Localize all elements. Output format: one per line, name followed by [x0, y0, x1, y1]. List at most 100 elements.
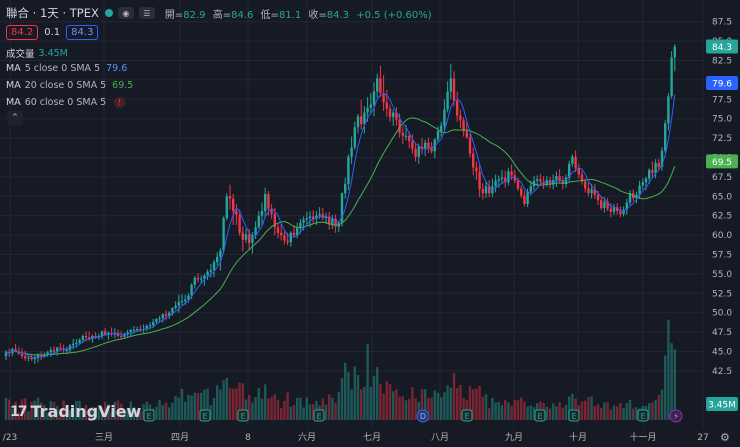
candle-body [84, 335, 88, 338]
volume-bar [587, 397, 590, 420]
flash-badge [669, 409, 683, 423]
volume-bar [449, 387, 452, 420]
volume-legend[interactable]: 成交量 3.45M [6, 47, 68, 61]
candle-body [104, 331, 107, 335]
candle-body [644, 178, 648, 183]
volume-bar [462, 398, 465, 420]
event-badge [416, 409, 430, 423]
ma60-legend[interactable]: MA 60 close 0 SMA 5 ! [6, 97, 126, 108]
price-label-bg [706, 39, 738, 54]
event-letter: E [640, 412, 645, 421]
ask-button[interactable]: 84.3 [66, 25, 99, 40]
volume-bar [8, 399, 11, 420]
candle-body [478, 171, 481, 190]
ma20-legend[interactable]: MA 20 close 0 SMA 5 69.5 [6, 80, 134, 91]
volume-bar [219, 389, 222, 420]
warning-icon[interactable]: ! [114, 97, 126, 108]
volume-bar [555, 406, 558, 420]
candle-body [4, 352, 8, 357]
volume-bar [296, 397, 299, 420]
volume-bar [558, 402, 561, 420]
candle-body [171, 308, 174, 313]
volume-bar [91, 406, 94, 420]
candle-body [660, 150, 664, 167]
candle-body [132, 329, 136, 331]
volume-bar [260, 398, 264, 420]
candle-body [648, 169, 651, 179]
candle-body [420, 146, 424, 149]
volume-bar [414, 398, 417, 420]
ma5-line [5, 93, 676, 359]
candle-body [248, 234, 251, 243]
gear-icon[interactable]: ⚙ [720, 431, 730, 444]
volume-bar [129, 401, 132, 420]
volume-bar [398, 396, 401, 420]
menu-icon[interactable]: ☰ [138, 7, 155, 19]
candle-body [507, 171, 510, 183]
volume-bar [180, 388, 184, 420]
event-badge [568, 409, 580, 422]
candle-body [372, 91, 376, 105]
volume-bar [568, 396, 571, 420]
x-tick-label: 27 [697, 433, 708, 443]
event-letter: E [146, 412, 151, 421]
volume-bar [360, 389, 363, 420]
volume-bar [251, 402, 254, 420]
collapse-legend-icon[interactable]: ⌃ [7, 111, 23, 125]
volume-bar [36, 397, 40, 420]
ma5-legend[interactable]: MA 5 close 0 SMA 5 79.6 [6, 63, 128, 74]
y-tick-label: 55.0 [712, 270, 732, 280]
x-tick-label: 三月 [95, 432, 113, 443]
volume-bar [382, 393, 385, 420]
candle-body [577, 168, 580, 175]
symbol-title[interactable]: 聯合 · 1天 · TPEX [6, 6, 99, 20]
candle-body [100, 331, 104, 336]
candle-body [651, 169, 654, 174]
candle-body [33, 357, 36, 360]
volume-bar [491, 398, 494, 420]
candle-body [52, 349, 56, 352]
price-axis: 87.585.082.580.077.575.072.570.067.565.0… [712, 18, 732, 377]
volume-bar [280, 408, 283, 420]
volume-bar [59, 411, 62, 420]
candle-body [190, 284, 193, 296]
volume-bar [100, 410, 104, 420]
candle-body [14, 349, 17, 352]
candle-body [270, 208, 273, 215]
volume-bar [424, 389, 427, 420]
volume-bar [331, 397, 334, 420]
volume-bar [664, 355, 667, 420]
volume-bar [200, 392, 203, 420]
candle-body [302, 219, 305, 223]
candle-body [401, 132, 404, 136]
candle-body [17, 351, 20, 354]
candle-body [27, 357, 30, 359]
volume-bar [161, 405, 164, 420]
candle-body [520, 188, 523, 196]
volume-bar [139, 411, 142, 420]
x-tick-label: 九月 [505, 432, 523, 443]
volume-bar [289, 406, 292, 420]
volume-bar [552, 403, 555, 420]
volume-bar [657, 395, 660, 420]
volume-bar [363, 386, 366, 420]
candle-body [43, 355, 46, 357]
volume-bar [27, 411, 30, 420]
eye-icon[interactable]: ◉ [117, 7, 134, 19]
volume-bar [216, 385, 219, 420]
candle-body [212, 262, 216, 271]
x-tick-label: /23 [3, 433, 17, 443]
volume-bar [411, 387, 414, 420]
volume-bar [548, 408, 552, 420]
price-label-text: 79.6 [712, 80, 732, 90]
candle-body [603, 201, 606, 208]
candle-body [395, 112, 398, 120]
candle-body [286, 240, 289, 243]
bid-button[interactable]: 84.2 [6, 25, 39, 40]
candle-body [257, 215, 260, 228]
candle-body [193, 277, 196, 285]
chart-grid [0, 0, 705, 428]
candle-body [468, 137, 472, 154]
volume-bar [632, 408, 635, 420]
